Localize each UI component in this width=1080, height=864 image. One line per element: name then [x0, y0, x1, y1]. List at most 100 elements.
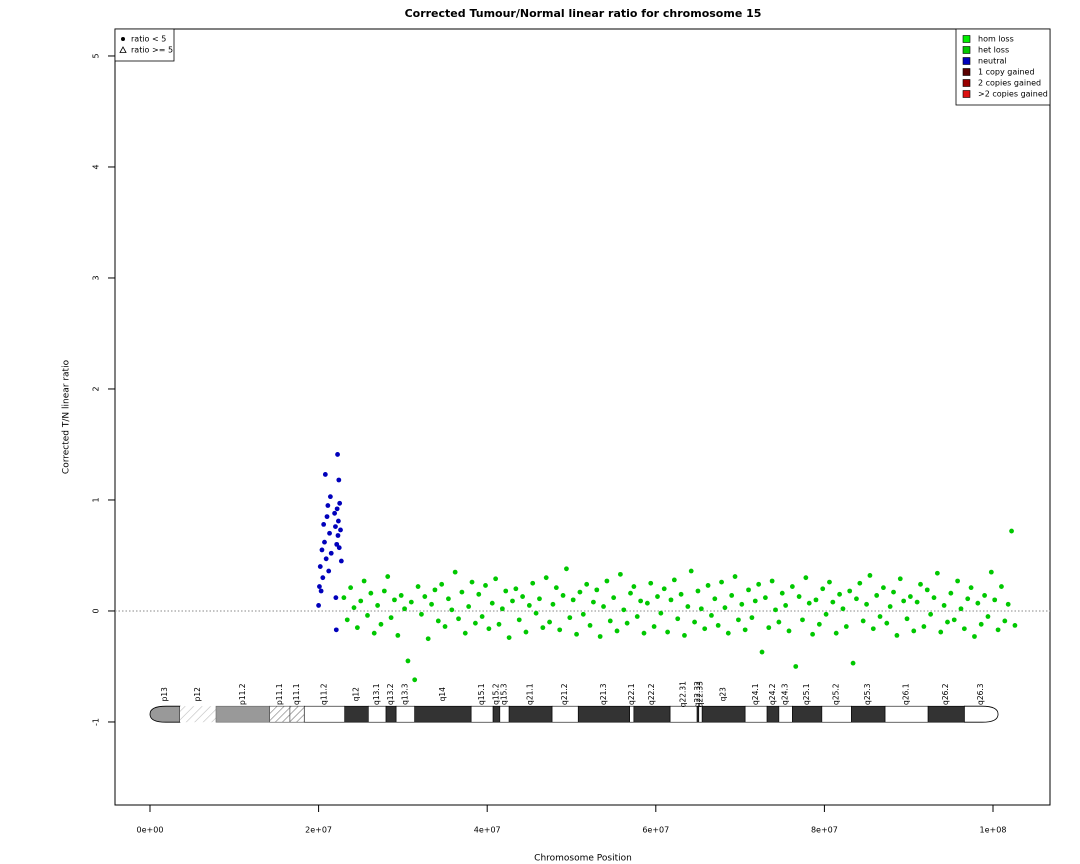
data-point — [827, 579, 832, 585]
data-point — [628, 590, 633, 596]
ideogram-band — [698, 705, 703, 723]
data-point — [948, 590, 954, 596]
data-point — [823, 611, 829, 617]
data-point — [452, 569, 458, 575]
band-label: q22.33 — [695, 681, 704, 707]
data-point — [385, 574, 391, 579]
data-point — [371, 630, 377, 636]
data-point — [938, 629, 944, 635]
data-point — [325, 503, 331, 508]
data-point — [786, 628, 792, 634]
data-point — [877, 614, 883, 619]
data-point — [336, 518, 341, 524]
band-label: q25.1 — [802, 683, 811, 705]
data-point — [324, 514, 330, 520]
legend-label: 1 copy gained — [978, 68, 1035, 77]
data-point — [472, 620, 478, 626]
ideogram-band — [744, 705, 768, 723]
data-point — [493, 576, 499, 582]
band-label: q26.1 — [902, 683, 911, 705]
data-point — [816, 621, 822, 627]
ideogram-band — [385, 705, 397, 723]
y-axis-label: Corrected T/N linear ratio — [62, 359, 72, 474]
data-point — [847, 588, 853, 594]
data-point — [395, 632, 401, 638]
data-point — [840, 606, 846, 612]
ideogram-band — [179, 706, 216, 723]
data-point — [419, 611, 424, 617]
data-point — [560, 593, 566, 598]
band-label: q15.3 — [499, 683, 508, 705]
ideogram-band — [821, 705, 852, 723]
data-point — [1009, 528, 1014, 534]
y-tick-label: 5 — [92, 53, 101, 58]
data-point — [526, 603, 532, 608]
shape-legend-label: ratio >= 5 — [131, 46, 173, 55]
data-point — [641, 630, 647, 636]
data-point — [881, 585, 886, 591]
data-point — [702, 626, 708, 632]
data-point — [624, 620, 630, 626]
data-point — [332, 510, 338, 516]
band-label: q22.1 — [627, 683, 636, 705]
ideogram-band — [701, 705, 746, 723]
data-point — [968, 585, 974, 591]
data-point — [587, 623, 593, 628]
data-point — [334, 541, 340, 547]
legend-swatch — [962, 68, 971, 76]
data-point — [860, 618, 866, 624]
data-point — [591, 599, 596, 605]
data-point — [762, 595, 768, 601]
data-point — [543, 575, 549, 581]
band-label: q15.2 — [491, 683, 500, 705]
data-point — [904, 616, 910, 622]
data-point — [692, 619, 697, 625]
data-point — [337, 500, 343, 506]
shape-legend-symbol — [121, 37, 125, 41]
data-point — [897, 576, 903, 582]
data-point — [961, 626, 967, 632]
data-point — [766, 625, 772, 631]
data-point — [759, 649, 765, 655]
band-label: q13.1 — [372, 683, 381, 705]
data-point — [577, 589, 583, 595]
data-point — [537, 596, 542, 602]
data-point — [614, 628, 620, 634]
data-point — [752, 598, 758, 604]
data-point — [843, 624, 849, 629]
data-point — [594, 587, 600, 593]
data-point — [688, 568, 694, 574]
band-label: q13.2 — [386, 683, 395, 705]
data-point — [365, 613, 370, 618]
data-point — [658, 610, 664, 616]
data-point — [607, 618, 613, 624]
data-point — [321, 521, 327, 527]
data-point — [945, 619, 950, 625]
data-point — [695, 588, 701, 594]
data-point — [574, 631, 579, 637]
band-label: q21.1 — [526, 683, 535, 705]
ideogram-band — [766, 705, 780, 723]
data-point — [921, 624, 927, 629]
data-point — [803, 575, 809, 581]
band-label: q25.3 — [863, 683, 872, 705]
y-tick-label: 4 — [92, 164, 101, 169]
band-label: q22.31 — [679, 681, 688, 707]
data-point — [914, 599, 920, 605]
ideogram-band — [215, 705, 270, 723]
data-point — [425, 636, 431, 642]
data-point — [965, 596, 971, 602]
data-point — [648, 580, 654, 586]
legend-swatch — [962, 90, 971, 98]
data-point — [388, 615, 394, 621]
data-point — [429, 601, 434, 607]
data-point — [375, 603, 381, 608]
data-point — [333, 595, 339, 601]
data-point — [661, 586, 667, 592]
ideogram-band — [269, 705, 291, 723]
data-point — [678, 591, 684, 597]
data-point — [327, 530, 332, 536]
data-point — [685, 604, 691, 609]
data-point — [570, 597, 576, 603]
band-label: q15.1 — [477, 683, 486, 705]
